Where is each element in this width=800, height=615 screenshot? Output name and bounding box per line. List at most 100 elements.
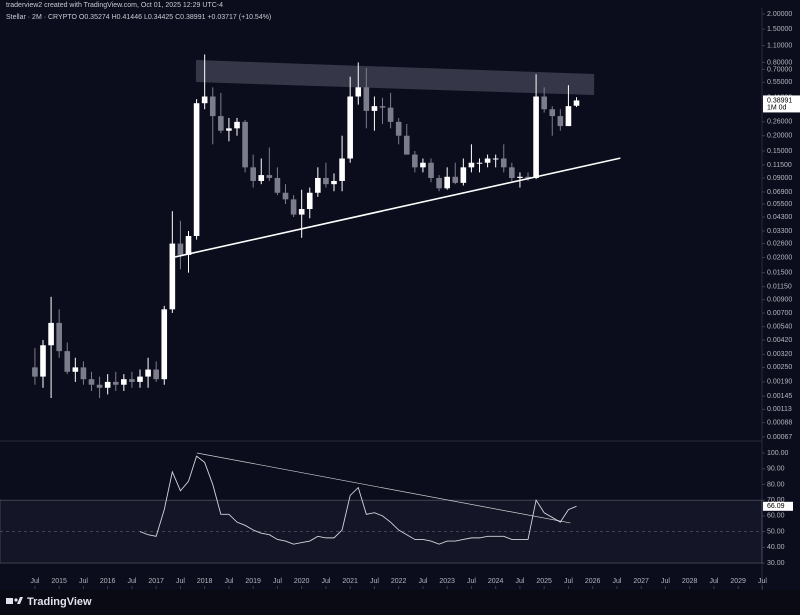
y-tick-label: 0.00088 bbox=[767, 419, 792, 426]
brand: TradingView bbox=[27, 596, 92, 608]
x-tick-label: 2020 bbox=[294, 578, 310, 585]
y-tick-label: 0.20000 bbox=[767, 133, 792, 140]
candle-body bbox=[331, 180, 337, 185]
x-tick-label: 2022 bbox=[391, 578, 407, 585]
candle-body bbox=[145, 369, 151, 377]
logo-shape bbox=[17, 597, 23, 604]
candle-body bbox=[428, 162, 434, 178]
x-tick-label: 2018 bbox=[197, 578, 213, 585]
candle-body bbox=[72, 367, 79, 372]
candle-body bbox=[88, 379, 95, 385]
candle-body bbox=[525, 176, 531, 178]
ohlc-header: Stellar · 2M · CRYPTO O0.35274 H0.41446 … bbox=[6, 14, 271, 21]
candle-body bbox=[153, 369, 159, 380]
y-tick-label: 0.80000 bbox=[767, 59, 792, 66]
y-tick-label: 0.00700 bbox=[767, 310, 792, 317]
candle-body bbox=[306, 192, 313, 210]
ohlc-label: L bbox=[144, 14, 148, 21]
candle-body bbox=[476, 162, 483, 164]
price-tag bbox=[763, 95, 800, 113]
y-tick-label: 0.00145 bbox=[767, 393, 792, 400]
rsi-tag bbox=[763, 501, 793, 511]
candle-body bbox=[347, 96, 353, 159]
candle-body bbox=[226, 128, 232, 131]
y-tick-label: 0.00190 bbox=[767, 379, 792, 386]
candle-body bbox=[290, 199, 297, 215]
x-tick-label: 2029 bbox=[730, 578, 746, 585]
rsi-tag-value: 66.09 bbox=[767, 503, 785, 510]
candle-body bbox=[500, 158, 507, 168]
ohlc-value: 0.34425 bbox=[148, 14, 173, 21]
candle-body bbox=[177, 243, 184, 255]
candle-body bbox=[363, 87, 370, 111]
y-tick-label: 0.00250 bbox=[767, 364, 792, 371]
candle-body bbox=[323, 177, 329, 185]
ohlc-value: 0.35274 bbox=[84, 14, 109, 21]
x-tick-label: Jul bbox=[564, 578, 573, 585]
candle-body bbox=[315, 177, 321, 193]
candle-body bbox=[420, 162, 426, 168]
x-tick-label: Jul bbox=[515, 578, 524, 585]
y-tick-label: 1.10000 bbox=[767, 42, 792, 49]
candle-body bbox=[169, 243, 176, 310]
x-tick-label: 2015 bbox=[51, 578, 67, 585]
x-tick-label: Jul bbox=[79, 578, 88, 585]
candle-body bbox=[112, 381, 119, 385]
symbol: Stellar · 2M · CRYPTO bbox=[6, 14, 77, 21]
x-tick-label: Jul bbox=[758, 578, 767, 585]
candle-body bbox=[258, 175, 265, 181]
y-tick-label: 0.02000 bbox=[767, 254, 792, 261]
x-tick-label: 2019 bbox=[245, 578, 261, 585]
ohlc-value: 0.41446 bbox=[117, 14, 142, 21]
price-tag-value: 0.38991 bbox=[767, 97, 792, 104]
ohlc-label: H bbox=[112, 14, 117, 21]
x-tick-label: 2021 bbox=[342, 578, 358, 585]
y-tick-label: 0.04300 bbox=[767, 214, 792, 221]
x-tick-label: 2017 bbox=[148, 578, 164, 585]
footer-bar bbox=[0, 590, 800, 615]
x-tick-label: Jul bbox=[224, 578, 233, 585]
candle-body bbox=[452, 176, 459, 183]
x-tick-label: Jul bbox=[612, 578, 621, 585]
y-tick-label: 0.02600 bbox=[767, 240, 792, 247]
resistance-zone bbox=[195, 60, 595, 96]
y-tick-label: 0.01500 bbox=[767, 270, 792, 277]
candle-body bbox=[250, 167, 256, 181]
candle-body bbox=[282, 192, 289, 200]
y-tick-label: 0.70000 bbox=[767, 66, 792, 73]
x-tick-label: Jul bbox=[661, 578, 670, 585]
x-tick-label: 2028 bbox=[682, 578, 698, 585]
candle-body bbox=[371, 106, 378, 111]
x-tick-label: Jul bbox=[176, 578, 185, 585]
candle-body bbox=[137, 376, 143, 382]
candle-body bbox=[484, 158, 491, 163]
support-line bbox=[174, 157, 621, 258]
ohlc-label: C bbox=[175, 14, 180, 21]
y-tick-label: 0.00420 bbox=[767, 337, 792, 344]
candle-body bbox=[161, 309, 168, 380]
y-tick-label: 0.06900 bbox=[767, 189, 792, 196]
x-tick-label: Jul bbox=[273, 578, 282, 585]
brand-logo bbox=[6, 597, 23, 604]
candle-body bbox=[201, 96, 208, 104]
rsi-y-tick-label: 90.00 bbox=[767, 466, 785, 473]
x-tick-label: Jul bbox=[321, 578, 330, 585]
candle-body bbox=[492, 158, 499, 160]
candle-body bbox=[40, 345, 46, 377]
y-tick-label: 0.05500 bbox=[767, 201, 792, 208]
candle-body bbox=[444, 176, 450, 189]
candle-body bbox=[557, 116, 564, 127]
candle-body bbox=[234, 121, 240, 129]
candle-body bbox=[517, 176, 523, 178]
change: +0.03717 (+10.54%) bbox=[207, 14, 271, 21]
y-tick-label: 0.00320 bbox=[767, 351, 792, 358]
x-tick-label: 2024 bbox=[488, 578, 504, 585]
candle-body bbox=[549, 109, 556, 117]
candle-body bbox=[355, 87, 362, 97]
rsi-y-tick-label: 50.00 bbox=[767, 528, 785, 535]
ohlc-value: 0.38991 bbox=[180, 14, 205, 21]
candle-body bbox=[242, 121, 248, 168]
candle-body bbox=[573, 100, 580, 106]
